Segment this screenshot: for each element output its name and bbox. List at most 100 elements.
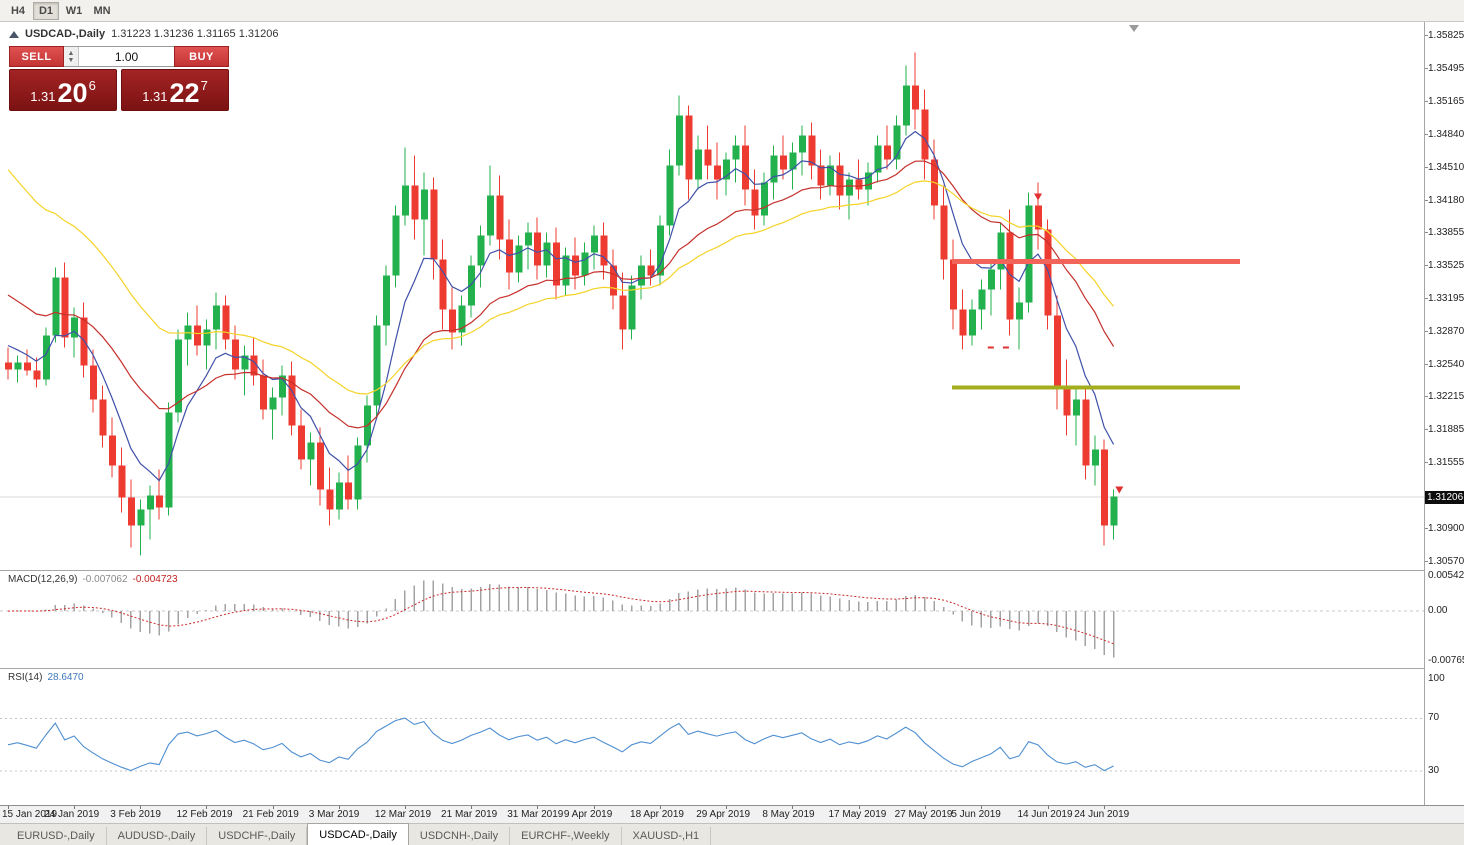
chart-tab-bar: EURUSD-,Daily AUDUSD-,Daily USDCHF-,Daily U… [0, 823, 1464, 845]
time-axis-label: 21 Feb 2019 [242, 809, 299, 820]
rsi-indicator-panel[interactable]: RSI(14) 28.6470 [0, 668, 1424, 805]
candle-body [581, 252, 589, 276]
candle-body [307, 442, 315, 460]
rsi-canvas[interactable] [0, 669, 1424, 805]
chart-tab-eurchf-weekly[interactable]: EURCHF-,Weekly [510, 827, 622, 845]
candle-body [250, 355, 258, 376]
candle-body [61, 277, 69, 338]
time-axis-label: 24 Jun 2019 [1074, 809, 1130, 820]
candle-body [742, 145, 750, 190]
chart-tab-usdcad-daily[interactable]: USDCAD-,Daily [307, 823, 409, 845]
candle-body [524, 232, 532, 246]
candle-body [855, 179, 863, 190]
candle-body [1082, 399, 1090, 466]
price-scale-label: 1.33195 [1428, 293, 1464, 304]
macd-canvas[interactable] [0, 571, 1424, 668]
macd-main-value: -0.007062 [82, 574, 128, 585]
candle-body [657, 225, 665, 276]
buy-button[interactable]: BUY [174, 46, 229, 67]
candle-body [1025, 205, 1033, 303]
one-click-panel-toggle-icon[interactable] [9, 30, 19, 38]
chart-header: USDCAD-,Daily 1.31223 1.31236 1.31165 1.… [9, 27, 278, 41]
candle-body [893, 125, 901, 160]
time-axis-tick [1047, 806, 1049, 809]
candle-body [1063, 389, 1071, 416]
chart-tab-eurusd-daily[interactable]: EURUSD-,Daily [6, 827, 107, 845]
candle-body [713, 165, 721, 180]
candle-body [127, 497, 135, 526]
macd-histogram [16, 580, 1115, 658]
price-scale-tick [1425, 527, 1428, 529]
price-scale-tick [1425, 101, 1428, 102]
candle-body [335, 482, 343, 510]
candle-body [14, 362, 22, 370]
current-price-tag: 1.31206 [1425, 490, 1464, 504]
candle-body [921, 109, 929, 160]
price-scale-tick [1425, 232, 1428, 233]
period-button-h4[interactable]: H4 [5, 2, 31, 20]
chart-tab-xauusd-h1[interactable]: XAUUSD-,H1 [622, 827, 712, 845]
time-axis-label: 5 Jun 2019 [951, 809, 1001, 820]
price-scale-label: 1.31885 [1428, 424, 1464, 435]
candle-body [770, 155, 778, 183]
macd-scale-label: -0.007656 [1428, 654, 1464, 666]
candle-body [505, 239, 513, 273]
chart-symbol-title: USDCAD-,Daily [25, 28, 106, 40]
candle-body [288, 375, 296, 426]
candle-body [675, 115, 683, 166]
time-axis-label: 24 Jan 2019 [44, 809, 100, 820]
price-scale-label: 1.34840 [1428, 128, 1464, 140]
volume-input-group: ▲ ▼ [64, 46, 174, 67]
period-button-d1[interactable]: D1 [33, 1, 59, 20]
chart-shift-marker-icon[interactable] [1129, 25, 1139, 32]
rsi-scale-label: 70 [1428, 712, 1440, 724]
volume-increase-icon[interactable]: ▲ [67, 49, 75, 57]
period-button-mn[interactable]: MN [89, 2, 115, 20]
price-scale-tick [1425, 363, 1428, 365]
candle-body [940, 205, 948, 260]
candle-body [231, 339, 239, 370]
candle-body [827, 165, 835, 186]
time-axis-label: 3 Feb 2019 [110, 809, 161, 820]
candle-body [477, 235, 485, 266]
time-axis-tick [593, 806, 595, 809]
candle-body [798, 135, 806, 153]
macd-scale-label: 0.005421 [1428, 570, 1464, 582]
price-scale-label: 1.34180 [1428, 194, 1464, 206]
time-axis-label: 31 Mar 2019 [507, 809, 564, 820]
candle-body [694, 149, 702, 180]
time-axis[interactable]: 15 Jan 2019 24 Jan 2019 3 Feb 2019 12 Feb 2… [0, 805, 1464, 823]
main-chart-panel[interactable] [0, 22, 1424, 570]
volume-input[interactable] [79, 47, 174, 66]
candle-body [864, 172, 872, 190]
volume-decrease-icon[interactable]: ▼ [67, 56, 75, 64]
chart-tab-audusd-daily[interactable]: AUDUSD-,Daily [107, 827, 208, 845]
candle-body [401, 185, 409, 216]
time-axis-tick [140, 806, 142, 809]
one-click-trading-panel: SELL ▲ ▼ BUY 1.31 20 6 1.31 22 7 [9, 46, 229, 111]
candle-body [883, 145, 891, 160]
buy-price-display[interactable]: 1.31 22 7 [121, 69, 229, 111]
candle-body [345, 482, 353, 500]
price-scale-label: 1.33525 [1428, 260, 1464, 271]
sell-price-base: 1.31 [30, 89, 56, 104]
candlestick-chart-canvas[interactable] [0, 22, 1424, 570]
macd-name: MACD(12,26,9) [8, 574, 78, 585]
time-axis-tick [8, 806, 9, 809]
price-scale-label: 1.35495 [1428, 63, 1464, 74]
sell-button[interactable]: SELL [9, 46, 64, 67]
chart-tab-usdcnh-daily[interactable]: USDCNH-,Daily [409, 827, 511, 845]
candle-body [808, 135, 816, 166]
chart-tab-usdchf-daily[interactable]: USDCHF-,Daily [207, 827, 308, 845]
price-scale[interactable]: 1.35825 1.35495 1.35165 1.34840 1.34510 1.341… [1424, 22, 1464, 805]
rsi-value: 28.6470 [47, 672, 84, 683]
candle-body [118, 465, 126, 498]
period-button-w1[interactable]: W1 [61, 2, 87, 20]
candle-body [638, 265, 646, 286]
price-scale-tick [1425, 429, 1428, 430]
price-scale-label: 1.31555 [1428, 457, 1464, 468]
macd-indicator-panel[interactable]: MACD(12,26,9) -0.007062 -0.004723 [0, 570, 1424, 668]
sell-price-display[interactable]: 1.31 20 6 [9, 69, 117, 111]
candle-body [723, 159, 731, 180]
